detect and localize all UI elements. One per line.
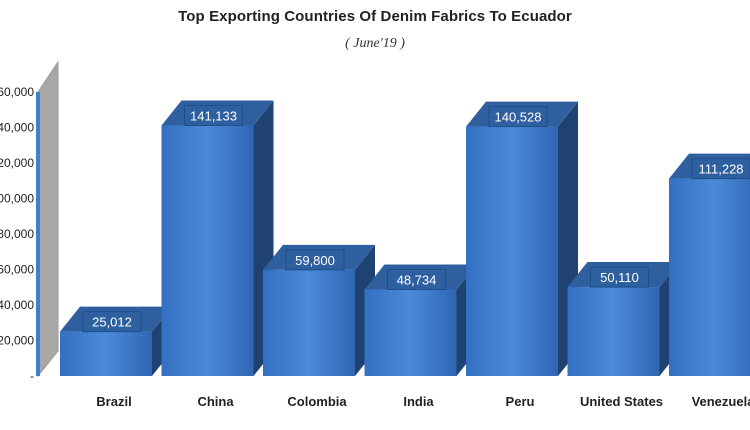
data-label: 50,110 [590,266,649,288]
data-label-text: 59,800 [295,253,335,268]
data-label: 141,133 [184,104,243,126]
x-tick-label: Brazil [96,394,131,409]
data-label-text: 25,012 [92,315,132,330]
bar [263,269,355,376]
x-tick-label: Venezuela [692,394,750,409]
data-label: 25,012 [82,311,142,333]
bar [567,287,660,376]
data-label: 48,734 [387,268,446,290]
x-tick-label: India [403,394,434,409]
bar [161,125,254,376]
data-label: 59,800 [285,249,345,271]
data-label: 111,228 [691,158,750,180]
data-label-text: 111,228 [698,162,743,177]
x-tick-label: China [197,394,234,409]
side-wall [37,60,59,378]
x-tick-label: United States [580,394,663,409]
bar [669,178,750,376]
bar-group [161,100,274,376]
data-label-box [285,249,345,271]
x-tick-label: Colombia [287,394,347,409]
y-tick-label: 80,000 [0,227,34,241]
data-label-text: 50,110 [600,270,639,285]
y-tick-label: 100,000 [0,192,34,206]
y-tick-label: 60,000 [0,263,34,277]
data-label-text: 140,528 [495,110,542,125]
data-label-box [691,158,750,180]
bar-group [669,153,750,376]
y-tick-label: 20,000 [0,334,34,348]
y-tick-label: - [30,369,34,383]
y-tick-label: 120,000 [0,156,34,170]
data-label-text: 48,734 [397,272,437,287]
data-label-box [590,266,649,288]
y-tick-label: 140,000 [0,121,34,135]
bar [364,289,457,376]
bar [466,126,558,376]
bar-group [466,101,578,376]
x-tick-label: Peru [506,394,535,409]
data-label-box [488,106,548,128]
chart-title: Top Exporting Countries Of Denim Fabrics… [178,8,572,25]
data-label-box [387,268,446,290]
chart-subtitle: ( June'19 ) [345,36,405,51]
data-label: 140,528 [488,106,548,128]
data-label-box [82,311,142,333]
data-label-text: 141,133 [190,108,237,123]
bar [60,331,152,376]
data-label-box [184,104,243,126]
y-tick-label: 160,000 [0,85,34,99]
y-tick-label: 40,000 [0,298,34,312]
